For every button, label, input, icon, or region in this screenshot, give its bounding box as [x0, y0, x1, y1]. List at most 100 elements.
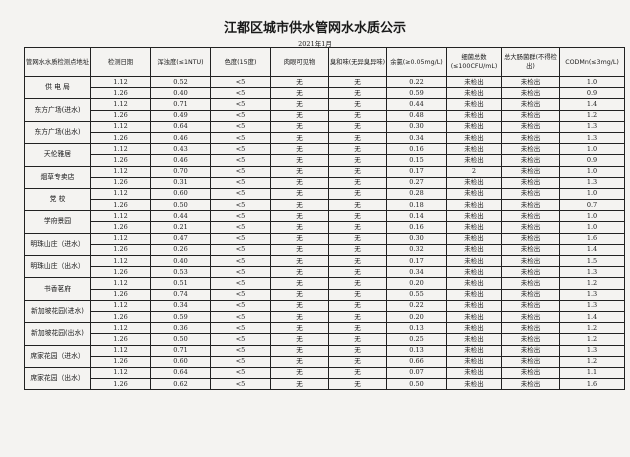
- site-name: 东方广场(进水): [24, 98, 91, 122]
- column-header: 色度(15度): [210, 47, 271, 77]
- table-cell: 无: [328, 210, 387, 223]
- table-cell: 0.9: [559, 154, 625, 167]
- table-cell: 未检出: [446, 277, 502, 290]
- table-cell: <5: [210, 187, 271, 201]
- table-cell: 无: [270, 277, 329, 290]
- table-cell: 无: [270, 176, 329, 189]
- table-cell: 0.20: [386, 277, 447, 290]
- table-cell: 1.26: [90, 109, 151, 122]
- table-cell: 无: [270, 143, 329, 156]
- table-cell: 1.26: [90, 87, 151, 100]
- table-cell: 无: [328, 366, 387, 380]
- site-name: 烟草专卖店: [24, 165, 91, 189]
- table-cell: 0.60: [150, 355, 211, 368]
- table-cell: 0.16: [386, 143, 447, 156]
- table-row: 1.26 0.46 <5 无无 0.15 未检出 未检出 0.9: [25, 154, 625, 167]
- table-cell: 无: [328, 277, 387, 290]
- table-cell: 1.12: [90, 165, 151, 178]
- table-cell: 未检出: [446, 310, 502, 324]
- table-cell: 未检出: [501, 98, 560, 111]
- column-header: 细菌总数(≤100CFU/mL): [446, 47, 502, 77]
- table-cell: 0.13: [386, 322, 447, 335]
- table-cell: 无: [270, 355, 329, 368]
- table-row: 1.26 0.50 <5 无无 0.18 未检出 未检出 0.7: [25, 199, 625, 212]
- table-cell: 2: [446, 165, 502, 178]
- table-cell: <5: [210, 98, 271, 111]
- table-cell: 未检出: [501, 310, 560, 324]
- table-cell: 1.0: [559, 221, 625, 234]
- table-cell: 1.6: [559, 232, 625, 245]
- table-cell: <5: [210, 176, 271, 189]
- table-cell: 无: [270, 120, 329, 133]
- table-cell: <5: [210, 299, 271, 312]
- table-cell: 未检出: [501, 143, 560, 156]
- table-cell: 1.12: [90, 232, 151, 245]
- table-cell: 未检出: [501, 232, 560, 245]
- table-cell: 无: [328, 232, 387, 245]
- table-cell: 0.46: [150, 154, 211, 167]
- table-cell: <5: [210, 243, 271, 257]
- table-cell: 未检出: [501, 254, 560, 268]
- table-cell: <5: [210, 254, 271, 268]
- table-row: 党 校 1.12 0.60 <5 无无 0.28 未检出 未检出 1.0: [24, 187, 625, 212]
- table-cell: 1.2: [559, 109, 625, 122]
- table-cell: 1.3: [559, 288, 625, 301]
- table-cell: 无: [270, 187, 329, 201]
- site-name: 学府景园: [24, 210, 91, 234]
- table-cell: 未检出: [501, 165, 560, 178]
- table-cell: 0.34: [386, 266, 447, 279]
- table-cell: 0.71: [150, 344, 211, 357]
- table-cell: 无: [270, 378, 329, 391]
- table-cell: 0.44: [386, 98, 447, 111]
- table-cell: 1.26: [90, 310, 151, 324]
- table-cell: 1.4: [559, 243, 625, 257]
- table-cell: 无: [270, 299, 329, 312]
- table-cell: <5: [210, 154, 271, 167]
- column-header: 肉眼可见物: [270, 47, 329, 77]
- table-cell: 0.70: [150, 165, 211, 178]
- table-cell: 未检出: [501, 109, 560, 122]
- table-cell: 1.12: [90, 277, 151, 290]
- table-cell: 1.0: [559, 165, 625, 178]
- table-cell: 0.50: [150, 199, 211, 212]
- table-cell: 未检出: [501, 366, 560, 380]
- table-cell: 0.53: [150, 266, 211, 279]
- table-cell: 未检出: [501, 210, 560, 223]
- table-cell: 0.59: [150, 310, 211, 324]
- table-row: 1.26 0.26 <5 无无 0.32 未检出 未检出 1.4: [25, 243, 625, 257]
- table-cell: 1.1: [559, 366, 625, 380]
- table-cell: 1.3: [559, 266, 625, 279]
- site-name: 席家花园（进水）: [24, 344, 91, 368]
- table-cell: <5: [210, 143, 271, 156]
- table-cell: 未检出: [501, 120, 560, 133]
- table-cell: 1.0: [559, 187, 625, 201]
- table-cell: 无: [328, 378, 387, 391]
- table-cell: <5: [210, 120, 271, 133]
- table-cell: <5: [210, 322, 271, 335]
- table-cell: 1.26: [90, 378, 151, 391]
- site-name: 书香茗府: [24, 277, 91, 301]
- table-cell: 1.12: [90, 210, 151, 223]
- table-cell: 0.14: [386, 210, 447, 223]
- site-name: 新加坡花园(出水): [24, 322, 91, 346]
- column-header: 余氯(≥0.05mg/L): [386, 47, 447, 77]
- table-cell: <5: [210, 87, 271, 100]
- table-cell: 无: [270, 221, 329, 234]
- table-cell: 0.64: [150, 120, 211, 133]
- table-cell: 未检出: [501, 221, 560, 234]
- table-row: 1.26 0.50 <5 无无 0.25 未检出 未检出 1.2: [25, 333, 625, 346]
- table-cell: 1.2: [559, 333, 625, 346]
- table-cell: 0.40: [150, 254, 211, 268]
- table-cell: 0.18: [386, 199, 447, 212]
- table-cell: 未检出: [446, 333, 502, 346]
- table-cell: 无: [270, 344, 329, 357]
- table-cell: 无: [270, 199, 329, 212]
- table-cell: 未检出: [501, 266, 560, 279]
- table-cell: 0.50: [150, 333, 211, 346]
- table-cell: 1.3: [559, 131, 625, 145]
- table-row: 1.26 0.60 <5 无无 0.66 未检出 未检出 1.2: [25, 355, 625, 368]
- table-cell: 无: [328, 221, 387, 234]
- table-cell: 未检出: [501, 187, 560, 201]
- table-cell: 1.4: [559, 310, 625, 324]
- table-cell: 无: [328, 310, 387, 324]
